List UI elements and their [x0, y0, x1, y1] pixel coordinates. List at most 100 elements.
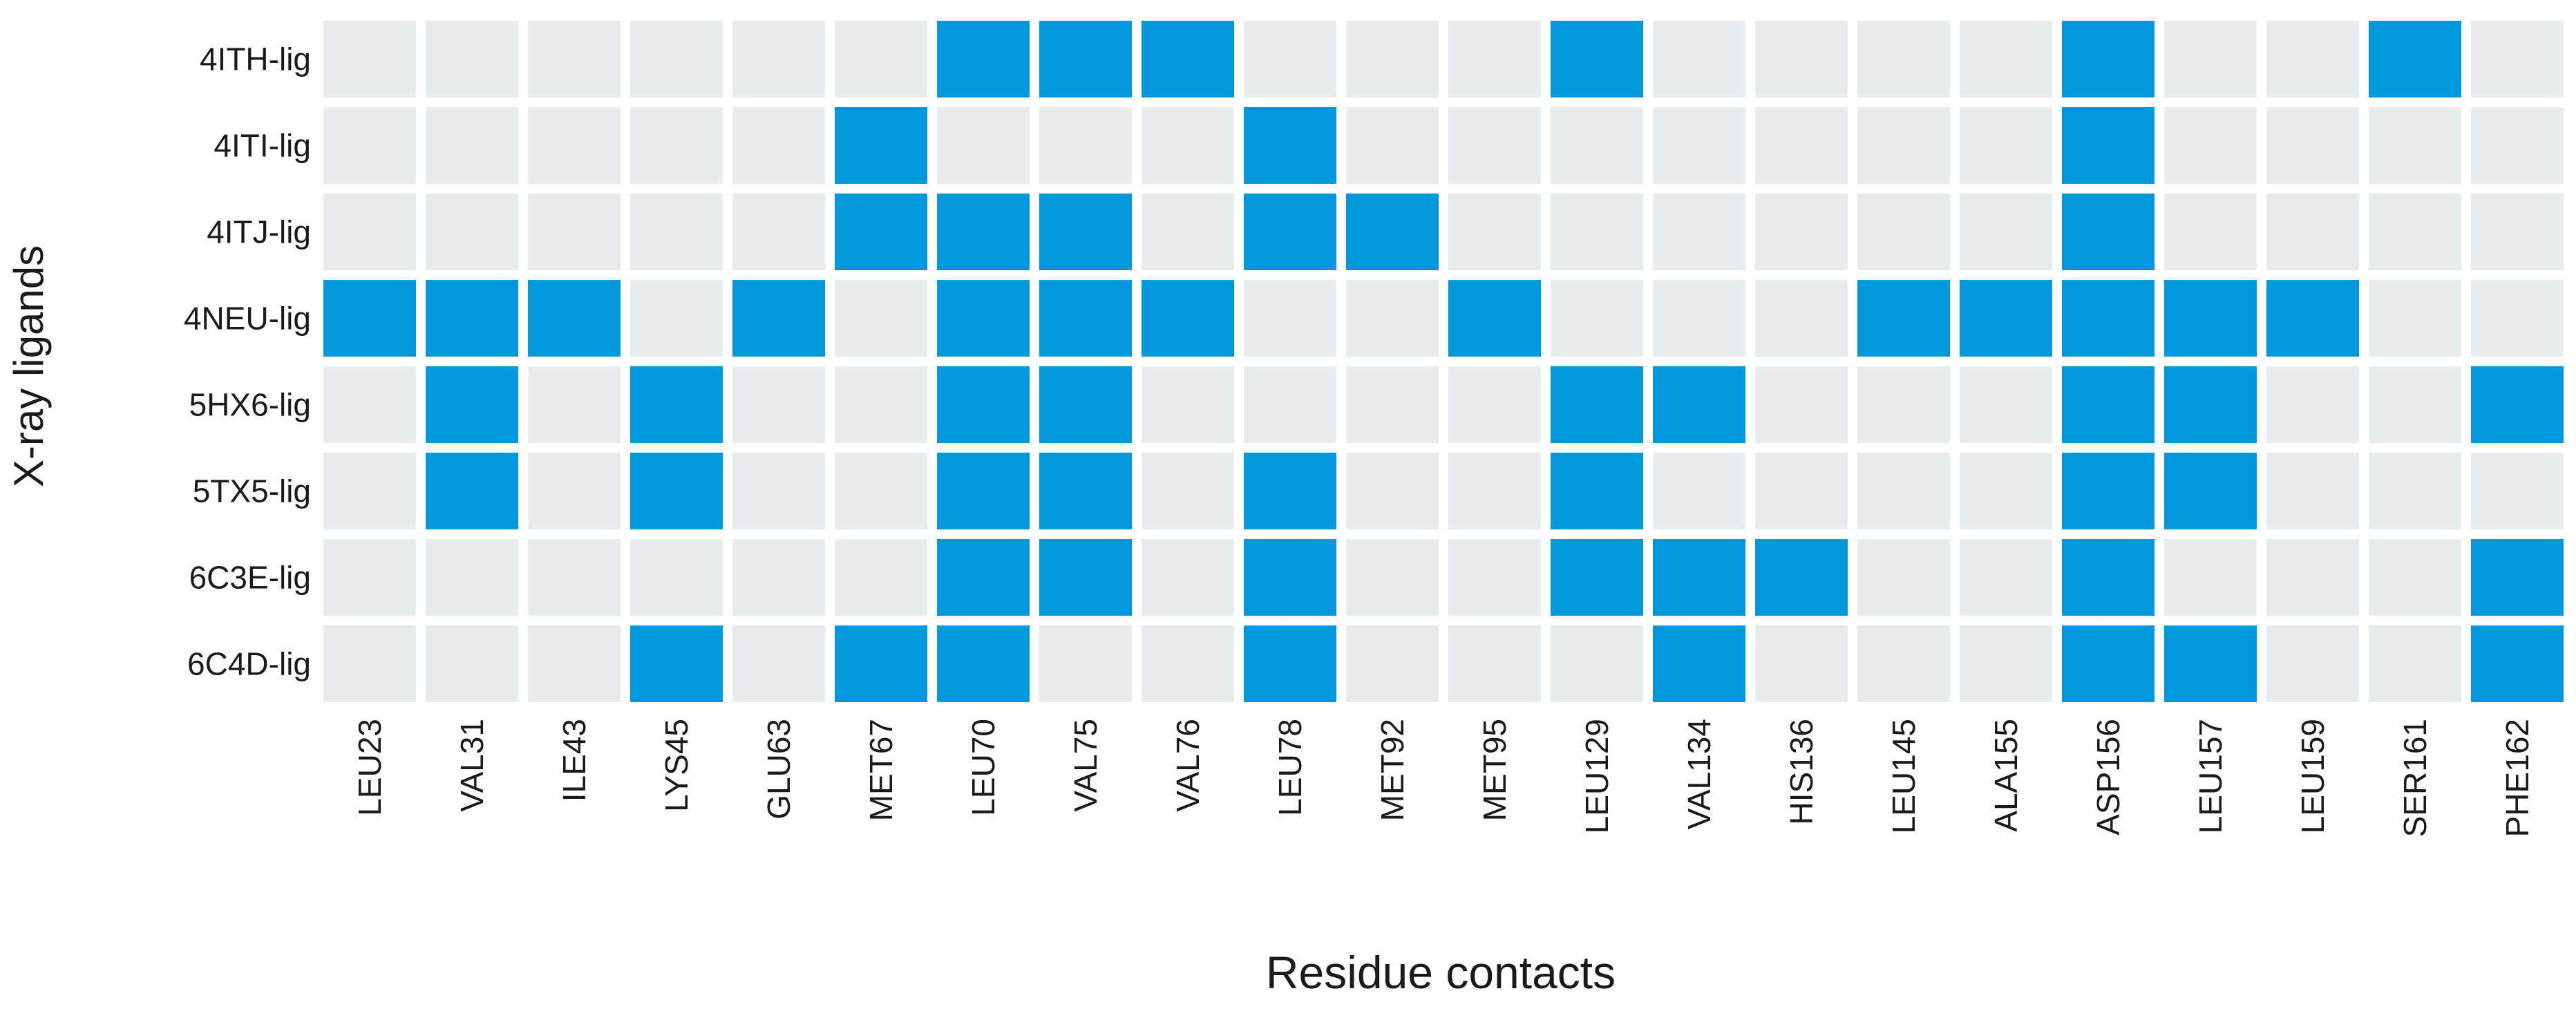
heatmap-cell-4ITI-lig-LYS45	[630, 107, 723, 184]
heatmap-cell-6C4D-lig-ASP156	[2062, 625, 2154, 702]
heatmap-cell-4ITJ-lig-PHE162	[2471, 194, 2564, 270]
heatmap-cell-4ITH-lig-ALA155	[1960, 21, 2052, 97]
heatmap-cell-4ITI-lig-MET95	[1448, 107, 1541, 184]
heatmap-cell-6C4D-lig-MET92	[1346, 625, 1439, 702]
x-tick-labels: LEU23 VAL31 ILE43 LYS45 GLU63 MET67 LEU70 VAL75…	[352, 719, 2535, 837]
heatmap-cell-4ITJ-lig-VAL134	[1653, 194, 1745, 270]
x-tick-label: ILE43	[556, 719, 592, 802]
heatmap-cell-4ITI-lig-VAL76	[1142, 107, 1234, 184]
x-tick-label: MET92	[1374, 719, 1410, 821]
heatmap-cell-4NEU-lig-ALA155	[1960, 280, 2052, 357]
heatmap-cell-4ITI-lig-MET92	[1346, 107, 1439, 184]
heatmap-cell-5HX6-lig-GLU63	[732, 366, 825, 443]
heatmap-cell-4ITI-lig-LEU70	[937, 107, 1030, 184]
heatmap-cell-6C4D-lig-LYS45	[630, 625, 723, 702]
heatmap-cell-4NEU-lig-LYS45	[630, 280, 723, 357]
heatmap-cell-5TX5-lig-HIS136	[1755, 453, 1848, 529]
heatmap-cell-4ITI-lig-LEU23	[323, 107, 416, 184]
heatmap-cell-5TX5-lig-MET92	[1346, 453, 1439, 529]
heatmap-cell-6C3E-lig-MET95	[1448, 539, 1541, 616]
heatmap-cell-5HX6-lig-ILE43	[528, 366, 621, 443]
heatmap-cell-4ITI-lig-LEU159	[2266, 107, 2359, 184]
heatmap-cell-4NEU-lig-LEU157	[2164, 280, 2257, 357]
heatmap-cell-4ITJ-lig-VAL76	[1142, 194, 1234, 270]
heatmap-cell-4NEU-lig-VAL76	[1142, 280, 1234, 357]
heatmap-cell-4ITJ-lig-LYS45	[630, 194, 723, 270]
y-axis-title: X-ray ligands	[6, 245, 52, 487]
heatmap-cell-6C4D-lig-ILE43	[528, 625, 621, 702]
x-tick-label: SER161	[2397, 719, 2433, 837]
heatmap-cells	[323, 21, 2564, 702]
heatmap-cell-6C4D-lig-VAL31	[426, 625, 518, 702]
heatmap-cell-6C4D-lig-LEU70	[937, 625, 1030, 702]
heatmap-cell-4ITH-lig-ASP156	[2062, 21, 2154, 97]
heatmap-cell-4ITJ-lig-LEU23	[323, 194, 416, 270]
heatmap-cell-5HX6-lig-PHE162	[2471, 366, 2564, 443]
heatmap-cell-5HX6-lig-LEU145	[1857, 366, 1950, 443]
heatmap-cell-4ITH-lig-GLU63	[732, 21, 825, 97]
heatmap-cell-4NEU-lig-MET67	[835, 280, 927, 357]
y-tick-label: 4NEU-lig	[184, 301, 311, 337]
y-tick-label: 5TX5-lig	[193, 473, 311, 509]
heatmap-cell-4NEU-lig-PHE162	[2471, 280, 2564, 357]
heatmap-cell-6C3E-lig-LEU157	[2164, 539, 2257, 616]
heatmap-cell-5TX5-lig-VAL134	[1653, 453, 1745, 529]
heatmap-cell-5HX6-lig-LEU159	[2266, 366, 2359, 443]
heatmap-cell-4ITH-lig-LYS45	[630, 21, 723, 97]
heatmap-cell-4ITJ-lig-LEU159	[2266, 194, 2359, 270]
heatmap-cell-4ITH-lig-LEU145	[1857, 21, 1950, 97]
heatmap-cell-6C3E-lig-LYS45	[630, 539, 723, 616]
heatmap-cell-6C4D-lig-HIS136	[1755, 625, 1848, 702]
x-tick-label: VAL76	[1170, 719, 1206, 812]
heatmap-cell-4ITJ-lig-MET67	[835, 194, 927, 270]
heatmap-cell-4NEU-lig-LEU70	[937, 280, 1030, 357]
heatmap-cell-5HX6-lig-LEU23	[323, 366, 416, 443]
x-tick-label: GLU63	[761, 719, 797, 820]
heatmap-cell-6C4D-lig-GLU63	[732, 625, 825, 702]
heatmap-cell-4ITI-lig-LEU145	[1857, 107, 1950, 184]
heatmap-cell-6C4D-lig-LEU159	[2266, 625, 2359, 702]
x-tick-label: LEU23	[352, 719, 388, 816]
heatmap-cell-5TX5-lig-VAL75	[1039, 453, 1132, 529]
x-tick-label: LEU129	[1579, 719, 1615, 833]
x-tick-label: VAL75	[1068, 719, 1104, 812]
y-tick-label: 4ITI-lig	[214, 128, 311, 164]
heatmap-cell-4ITI-lig-LEU78	[1244, 107, 1336, 184]
heatmap-cell-6C3E-lig-ASP156	[2062, 539, 2154, 616]
heatmap-cell-5TX5-lig-GLU63	[732, 453, 825, 529]
x-tick-label: MET95	[1477, 719, 1513, 821]
heatmap-cell-5HX6-lig-VAL75	[1039, 366, 1132, 443]
heatmap-cell-6C4D-lig-MET67	[835, 625, 927, 702]
y-tick-labels: 4ITH-lig 4ITI-lig 4ITJ-lig 4NEU-lig 5HX6-lig…	[184, 41, 311, 682]
heatmap-cell-5HX6-lig-LEU157	[2164, 366, 2257, 443]
heatmap-cell-5HX6-lig-MET67	[835, 366, 927, 443]
y-tick-label: 5HX6-lig	[189, 387, 311, 423]
heatmap-cell-6C4D-lig-LEU23	[323, 625, 416, 702]
heatmap-cell-4NEU-lig-LEU145	[1857, 280, 1950, 357]
x-tick-label: LEU70	[965, 719, 1001, 816]
heatmap-cell-4ITH-lig-LEU23	[323, 21, 416, 97]
heatmap-cell-6C3E-lig-ILE43	[528, 539, 621, 616]
heatmap-cell-6C4D-lig-VAL76	[1142, 625, 1234, 702]
heatmap-cell-5TX5-lig-MET67	[835, 453, 927, 529]
heatmap-cell-5TX5-lig-VAL76	[1142, 453, 1234, 529]
heatmap-cell-6C3E-lig-VAL31	[426, 539, 518, 616]
heatmap-cell-4ITJ-lig-LEU157	[2164, 194, 2257, 270]
heatmap-cell-4ITH-lig-SER161	[2369, 21, 2461, 97]
heatmap-cell-4ITJ-lig-HIS136	[1755, 194, 1848, 270]
heatmap-cell-4ITI-lig-VAL31	[426, 107, 518, 184]
heatmap-cell-5TX5-lig-MET95	[1448, 453, 1541, 529]
heatmap-cell-6C4D-lig-MET95	[1448, 625, 1541, 702]
heatmap-cell-6C3E-lig-VAL75	[1039, 539, 1132, 616]
heatmap-cell-5HX6-lig-ASP156	[2062, 366, 2154, 443]
heatmap-cell-5TX5-lig-PHE162	[2471, 453, 2564, 529]
heatmap-cell-4NEU-lig-HIS136	[1755, 280, 1848, 357]
heatmap-cell-5TX5-lig-LEU70	[937, 453, 1030, 529]
x-tick-label: LYS45	[659, 719, 694, 812]
heatmap-cell-4NEU-lig-LEU23	[323, 280, 416, 357]
heatmap-cell-4ITJ-lig-SER161	[2369, 194, 2461, 270]
x-tick-label: HIS136	[1783, 719, 1819, 824]
heatmap-cell-4NEU-lig-VAL31	[426, 280, 518, 357]
heatmap-cell-4ITH-lig-LEU129	[1551, 21, 1643, 97]
heatmap-cell-5TX5-lig-ALA155	[1960, 453, 2052, 529]
